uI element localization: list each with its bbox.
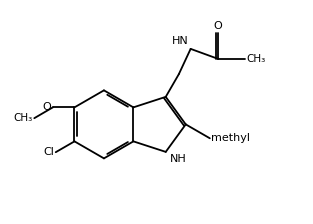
Text: methyl: methyl [211,133,250,143]
Text: O: O [43,102,51,112]
Text: HN: HN [172,36,189,46]
Text: CH₃: CH₃ [246,54,265,64]
Text: Cl: Cl [43,147,54,157]
Text: CH₃: CH₃ [13,113,33,123]
Text: NH: NH [169,154,186,164]
Text: O: O [214,21,223,31]
